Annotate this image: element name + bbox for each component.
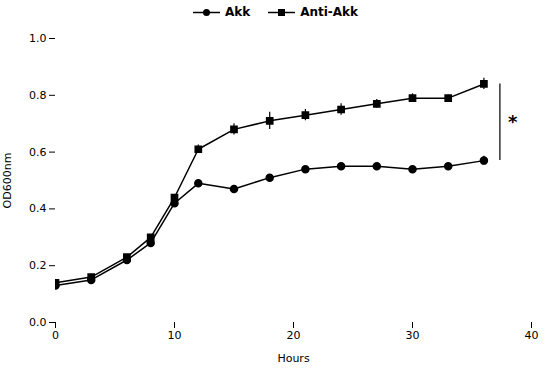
- svg-text:0.6: 0.6: [29, 146, 47, 159]
- svg-text:0.4: 0.4: [29, 202, 47, 215]
- html-text:Akk: Akk: [224, 5, 251, 19]
- svg-text:20: 20: [287, 329, 301, 342]
- svg-text:*: *: [508, 111, 518, 132]
- svg-text:1.0: 1.0: [29, 32, 47, 45]
- svg-text:0.2: 0.2: [29, 259, 47, 272]
- svg-text:Hours: Hours: [277, 352, 309, 365]
- svg-text:0: 0: [52, 329, 59, 342]
- svg-text:10: 10: [168, 329, 182, 342]
- svg-text:0.8: 0.8: [29, 89, 47, 102]
- svg-text:40: 40: [525, 329, 539, 342]
- html-text:Anti-Akk: Anti-Akk: [300, 5, 359, 19]
- svg-text:30: 30: [406, 329, 420, 342]
- svg-text:OD600nm: OD600nm: [1, 153, 14, 209]
- svg-text:0.0: 0.0: [29, 316, 47, 329]
